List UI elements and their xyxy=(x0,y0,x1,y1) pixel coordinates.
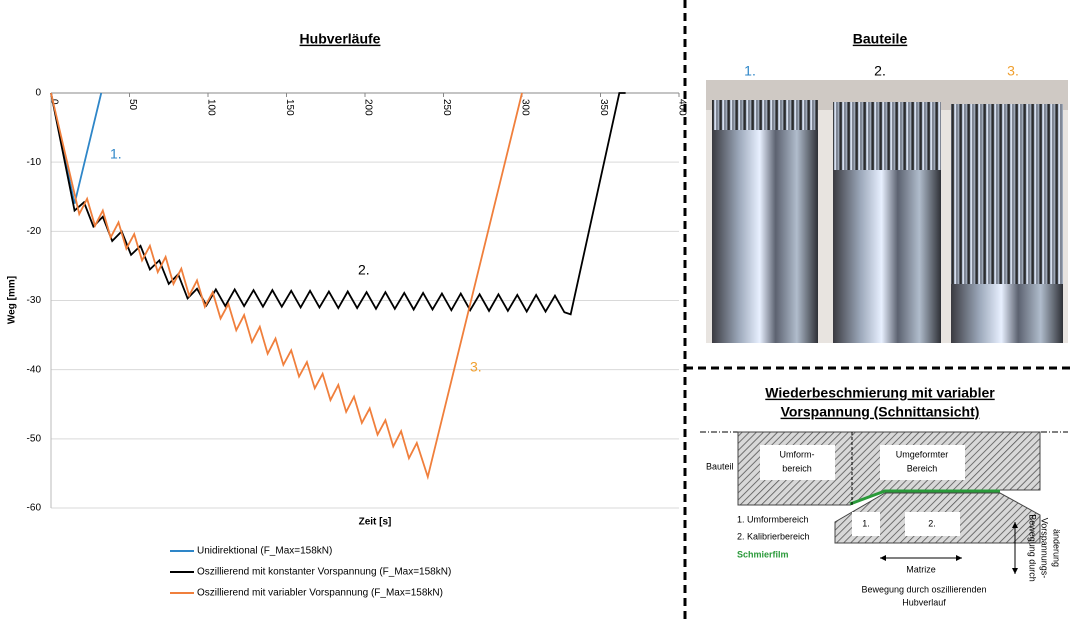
diagram-label: Umform- xyxy=(780,449,815,459)
annotation: 2. xyxy=(358,262,370,278)
series-line xyxy=(51,93,626,314)
legend-label: Unidirektional (F_Max=158kN) xyxy=(197,546,332,557)
legend-label: Oszillierend mit variabler Vorspannung (… xyxy=(197,588,443,599)
y-tick-label: -30 xyxy=(27,295,42,306)
x-tick-label: 50 xyxy=(127,99,138,111)
diagram-label: 2. xyxy=(928,518,936,528)
x-tick-label: 200 xyxy=(362,99,373,116)
diagram-label: Bereich xyxy=(907,463,938,473)
photo-label: 3. xyxy=(1007,63,1019,79)
chart-title: Hubverläufe xyxy=(300,31,381,47)
annotation: 3. xyxy=(470,359,482,375)
x-tick-label: 100 xyxy=(205,99,216,116)
y-tick-label: -50 xyxy=(27,433,42,444)
diagram-label: änderung xyxy=(1052,529,1062,567)
diagram-label: Vorspannungs- xyxy=(1040,518,1050,579)
annotation: 1. xyxy=(110,146,122,162)
photo xyxy=(706,80,1068,343)
x-tick-label: 400 xyxy=(676,99,687,116)
diagram-label: Bewegung durch oszillierenden xyxy=(861,584,986,594)
y-tick-label: -10 xyxy=(27,157,42,168)
diagram-label: Matrize xyxy=(906,564,936,574)
panel-title: Vorspannung (Schnittansicht) xyxy=(781,404,980,420)
legend-label: Oszillierend mit konstanter Vorspannung … xyxy=(197,567,451,578)
x-tick-label: 300 xyxy=(519,99,530,116)
panel-title: Bauteile xyxy=(853,31,908,47)
diagram-label: Bauteil xyxy=(706,461,734,471)
diagram-label: Schmierfilm xyxy=(737,549,789,559)
panel-title: Wiederbeschmierung mit variabler xyxy=(765,385,995,401)
photo-label: 2. xyxy=(874,63,886,79)
x-tick-label: 150 xyxy=(284,99,295,116)
diagram-label: 2. Kalibrierbereich xyxy=(737,531,810,541)
diagram-label: Hubverlauf xyxy=(902,597,946,607)
y-axis-label: Weg [mm] xyxy=(7,276,18,324)
y-tick-label: 0 xyxy=(35,88,41,99)
figure: Hubverläufe Zeit [s] Weg [mm] Bauteile W… xyxy=(0,0,1073,622)
x-tick-label: 250 xyxy=(441,99,452,116)
y-tick-label: -20 xyxy=(27,226,42,237)
y-tick-label: -40 xyxy=(27,364,42,375)
photo-label: 1. xyxy=(744,63,756,79)
diagram-label: 1. Umformbereich xyxy=(737,514,809,524)
y-tick-label: -60 xyxy=(27,503,42,514)
x-tick-label: 350 xyxy=(598,99,609,116)
x-axis-label: Zeit [s] xyxy=(359,517,392,528)
diagram-label: Umgeformter xyxy=(896,449,949,459)
diagram-label: 1. xyxy=(862,518,870,528)
series-line xyxy=(51,93,101,204)
diagram-label: bereich xyxy=(782,463,812,473)
diagram-label: Bewegung durch xyxy=(1028,514,1038,582)
